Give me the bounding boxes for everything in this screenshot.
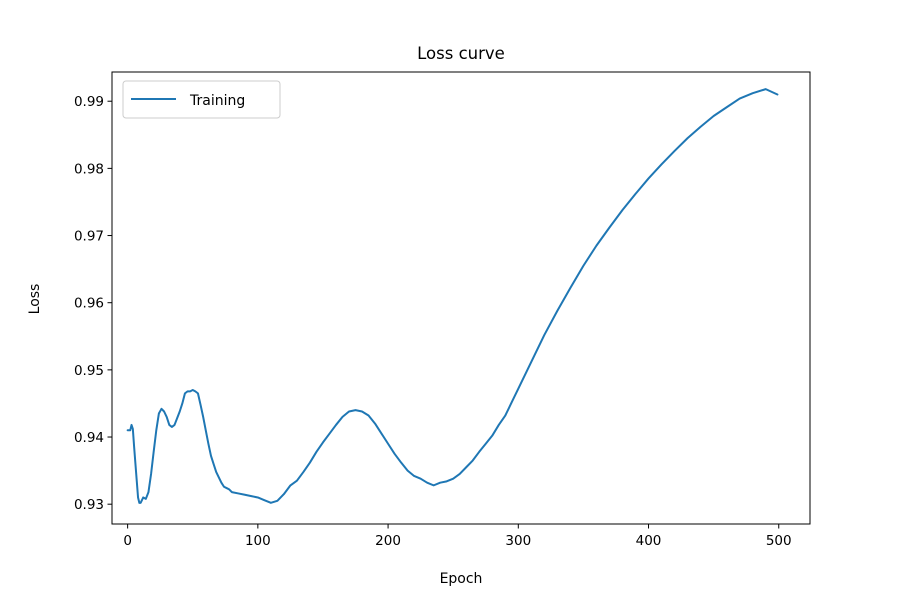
y-tick-label: 0.93 [74, 497, 104, 513]
legend: Training [122, 80, 281, 119]
y-tick-label: 0.95 [74, 363, 104, 379]
legend-label-training: Training [189, 93, 245, 109]
x-tick-label: 300 [505, 533, 531, 549]
plot-area: 0 100 200 300 400 500 0.93 0.94 0.95 0.96 0.97 0.98… [74, 71, 811, 549]
y-tick-label: 0.94 [74, 430, 104, 446]
x-tick-label: 200 [375, 533, 401, 549]
legend-frame [122, 80, 281, 119]
y-tick-label: 0.96 [74, 296, 104, 312]
y-axis-label: Loss [27, 284, 43, 315]
x-tick-label: 400 [636, 533, 662, 549]
x-tick-label: 100 [245, 533, 271, 549]
x-tick-label: 0 [123, 533, 132, 549]
x-axis-label: Epoch [440, 571, 483, 587]
x-tick-label: 500 [766, 533, 792, 549]
y-tick-label: 0.98 [74, 161, 104, 177]
y-tick-label: 0.97 [74, 229, 104, 245]
chart-title: Loss curve [417, 44, 505, 63]
y-tick-label: 0.99 [74, 94, 104, 110]
axes-frame [111, 71, 811, 525]
series-line-training [126, 88, 779, 504]
